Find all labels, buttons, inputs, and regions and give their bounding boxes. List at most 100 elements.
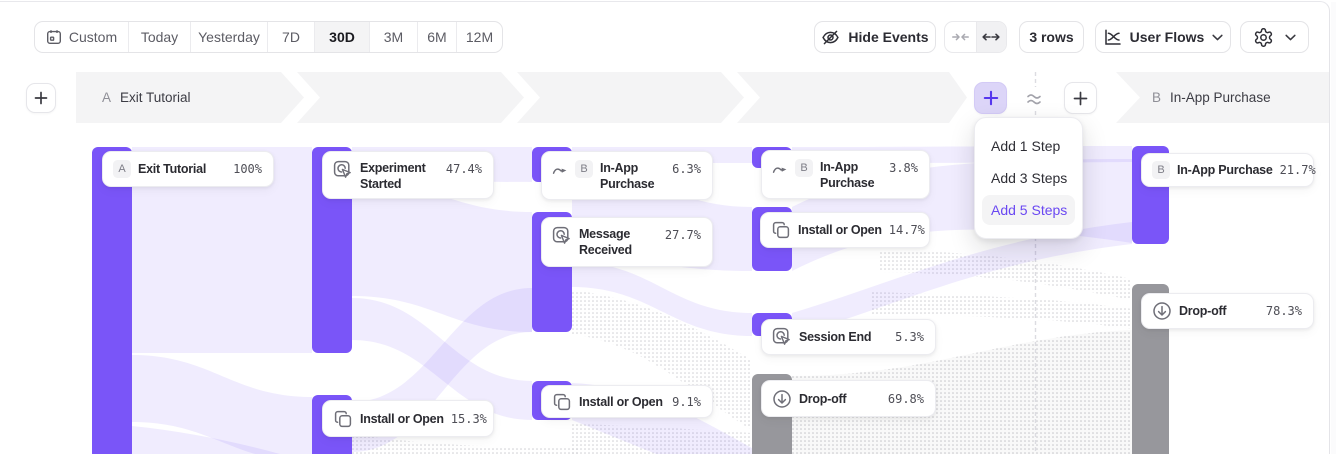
node-title: Drop-off (799, 391, 847, 406)
step-badge: A (113, 160, 131, 178)
node-percent: 5.3% (895, 330, 924, 344)
hide-events-button[interactable]: Hide Events (814, 21, 936, 53)
copy-icon (552, 392, 572, 412)
node-title: In-App Purchase (1177, 163, 1273, 177)
plus-icon (983, 90, 998, 106)
eye-off-icon (822, 30, 840, 44)
event-icon (552, 226, 572, 246)
date-range-30d[interactable]: 30D (315, 22, 370, 52)
date-range-custom[interactable]: Custom (35, 22, 129, 52)
node-percent: 15.3% (450, 411, 487, 426)
date-range-label: Custom (68, 29, 118, 45)
date-range-today[interactable]: Today (129, 22, 191, 52)
node-title: Session End (799, 330, 872, 344)
gear-icon (1254, 27, 1273, 47)
flow-node-exit-tutorial[interactable]: A Exit Tutorial 100% (102, 151, 274, 187)
date-range-3m[interactable]: 3M (370, 22, 418, 52)
node-title: In-App Purchase (820, 160, 875, 190)
flow-node-drop-off-result[interactable]: Drop-off 78.3% (1141, 293, 1314, 329)
flow-node-install-or-open[interactable]: Install or Open 15.3% (322, 400, 494, 437)
node-percent: 47.4% (445, 162, 482, 176)
date-range-yesterday[interactable]: Yesterday (191, 22, 268, 52)
plus-icon (1073, 91, 1088, 105)
start-event-letter: A (102, 90, 112, 105)
rows-button[interactable]: 3 rows (1019, 21, 1084, 53)
flow-node-message-received[interactable]: Message Received 27.7% (541, 217, 713, 267)
node-percent: 14.7% (888, 223, 925, 237)
collapse-columns-button[interactable] (945, 22, 976, 52)
node-title: Install or Open (798, 223, 882, 237)
node-percent: 69.8% (887, 391, 924, 406)
copy-icon (771, 220, 791, 240)
flow-node-session-end[interactable]: Session End 5.3% (761, 319, 936, 355)
chevron-down-icon (1285, 34, 1296, 40)
flow-node-in-app-purchase[interactable]: B In-App Purchase 6.3% (541, 151, 713, 200)
node-title: Exit Tutorial (138, 162, 207, 176)
toolbar: Custom Today Yesterday 7D 30D 3M 6M 12M … (0, 0, 1336, 64)
plus-icon (34, 91, 48, 105)
flow-node-install-or-open[interactable]: Install or Open 9.1% (541, 385, 713, 418)
end-event-title: In-App Purchase (1170, 90, 1271, 105)
event-icon (333, 160, 353, 180)
rows-label: 3 rows (1029, 29, 1074, 45)
skip-arrow-icon (772, 161, 788, 177)
menu-item-add-1-step[interactable]: Add 1 Step (991, 138, 1061, 154)
node-title: Install or Open (360, 411, 444, 426)
approx-gap-icon (1024, 87, 1048, 111)
flows-chart-icon (1104, 28, 1121, 45)
hide-events-label: Hide Events (848, 29, 929, 45)
step-badge: B (795, 159, 813, 177)
collapse-expand-control (944, 21, 1007, 53)
add-start-step-button[interactable] (26, 83, 56, 113)
menu-item-add-5-steps[interactable]: Add 5 Steps (982, 195, 1075, 225)
node-title: Drop-off (1179, 304, 1227, 318)
end-event-header: B In-App Purchase (1152, 72, 1271, 123)
node-percent: 21.7% (1279, 163, 1316, 177)
date-range-12m[interactable]: 12M (465, 29, 494, 45)
skip-arrow-icon (552, 162, 568, 178)
node-title: Message Received (579, 227, 632, 257)
flow-node-install-or-open[interactable]: Install or Open 14.7% (760, 212, 930, 248)
node-percent: 9.1% (672, 394, 701, 409)
dropoff-ribbons (352, 250, 1132, 454)
add-steps-button[interactable] (974, 82, 1007, 114)
node-title: Install or Open (579, 394, 663, 409)
start-event-title: Exit Tutorial (120, 90, 191, 105)
step-badge: B (1152, 161, 1170, 179)
copy-icon (333, 409, 353, 429)
drop-off-icon (772, 389, 792, 409)
date-range-7d[interactable]: 7D (268, 22, 315, 52)
flow-header-band (76, 72, 1330, 123)
panel-right-gutter (1331, 2, 1336, 454)
view-selector-label: User Flows (1129, 29, 1205, 45)
calendar-icon (46, 30, 61, 44)
add-steps-menu: Add 1 Step Add 3 Steps Add 5 Steps (974, 117, 1083, 239)
flow-node-in-app-purchase[interactable]: B In-App Purchase 3.8% (761, 150, 930, 199)
settings-button[interactable] (1240, 21, 1309, 53)
flow-node-experiment-started[interactable]: Experiment Started 47.4% (322, 151, 494, 199)
end-event-letter: B (1152, 90, 1162, 105)
expand-columns-button[interactable] (975, 22, 1006, 52)
drop-off-icon (1152, 301, 1172, 321)
event-icon (772, 327, 792, 347)
node-percent: 27.7% (664, 228, 701, 242)
arrows-expand-icon (982, 33, 1000, 41)
date-range-6m[interactable]: 6M (418, 22, 457, 52)
view-selector-button[interactable]: User Flows (1095, 21, 1231, 53)
add-end-step-button[interactable] (1064, 82, 1097, 114)
chevron-down-icon (1212, 34, 1223, 40)
flow-node-drop-off[interactable]: Drop-off 69.8% (761, 380, 936, 417)
node-percent: 100% (233, 162, 262, 176)
node-percent: 3.8% (889, 161, 918, 175)
node-title: Experiment Started (360, 161, 426, 191)
start-event-header: A Exit Tutorial (102, 72, 191, 123)
menu-item-add-3-steps[interactable]: Add 3 Steps (991, 170, 1068, 186)
node-title: In-App Purchase (600, 161, 655, 191)
node-percent: 78.3% (1265, 304, 1302, 318)
node-percent: 6.3% (672, 162, 701, 176)
date-range-control: Custom Today Yesterday 7D 30D 3M 6M 12M (34, 21, 503, 53)
step-badge: B (575, 160, 593, 178)
flow-node-in-app-purchase-result[interactable]: B In-App Purchase 21.7% (1141, 153, 1316, 187)
arrows-collapse-icon (951, 33, 969, 41)
